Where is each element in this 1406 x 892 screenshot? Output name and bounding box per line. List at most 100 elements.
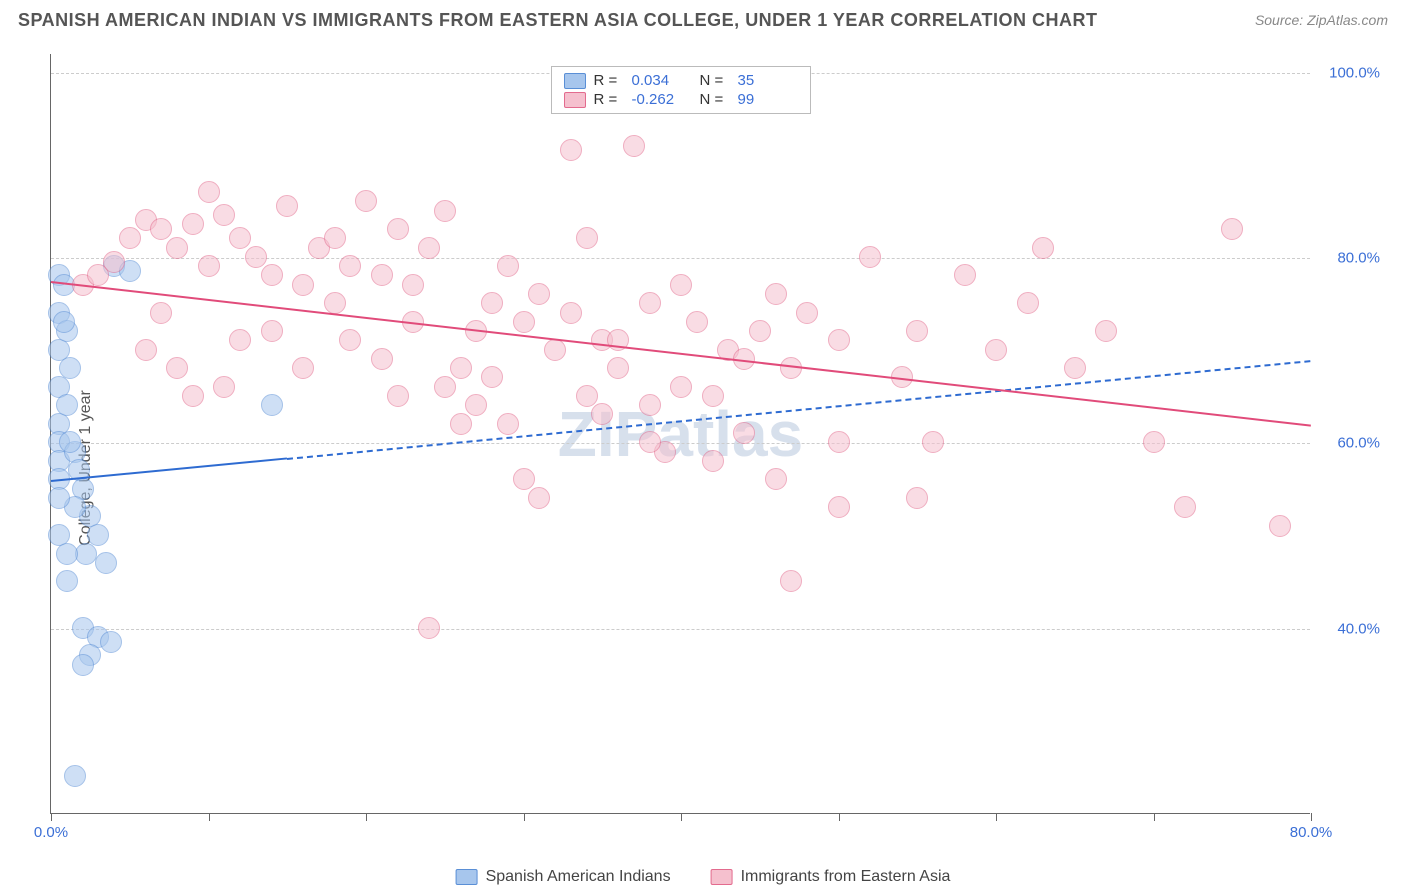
data-point (828, 496, 850, 518)
data-point (702, 385, 724, 407)
data-point (150, 218, 172, 240)
x-tick (524, 813, 525, 821)
data-point (481, 292, 503, 314)
data-point (576, 227, 598, 249)
data-point (198, 255, 220, 277)
data-point (985, 339, 1007, 361)
data-point (828, 431, 850, 453)
data-point (922, 431, 944, 453)
data-point (402, 274, 424, 296)
data-point (182, 213, 204, 235)
x-tick (681, 813, 682, 821)
legend-r-label: R = (594, 72, 624, 89)
data-point (859, 246, 881, 268)
data-point (670, 376, 692, 398)
data-point (450, 413, 472, 435)
plot-area: ZIPatlas R =0.034N =35R =-0.262N =99 40.… (50, 54, 1310, 814)
data-point (53, 311, 75, 333)
legend-series: Spanish American Indians Immigrants from … (456, 868, 951, 886)
data-point (906, 487, 928, 509)
data-point (276, 195, 298, 217)
legend-swatch (564, 92, 586, 108)
legend-r-value: -0.262 (632, 91, 692, 108)
legend-series-item: Immigrants from Eastern Asia (711, 868, 951, 886)
data-point (670, 274, 692, 296)
data-point (339, 255, 361, 277)
data-point (686, 311, 708, 333)
data-point (749, 320, 771, 342)
data-point (182, 385, 204, 407)
data-point (733, 422, 755, 444)
x-tick (51, 813, 52, 821)
source-label: Source: ZipAtlas.com (1255, 12, 1388, 28)
data-point (150, 302, 172, 324)
data-point (75, 543, 97, 565)
data-point (56, 570, 78, 592)
data-point (765, 283, 787, 305)
legend-swatch (711, 869, 733, 885)
legend-n-label: N = (700, 72, 730, 89)
data-point (1095, 320, 1117, 342)
data-point (1017, 292, 1039, 314)
x-tick (1311, 813, 1312, 821)
y-tick-label: 80.0% (1337, 249, 1380, 266)
data-point (166, 237, 188, 259)
data-point (355, 190, 377, 212)
data-point (639, 431, 661, 453)
data-point (954, 264, 976, 286)
data-point (371, 264, 393, 286)
data-point (1221, 218, 1243, 240)
data-point (796, 302, 818, 324)
legend-series-label: Spanish American Indians (486, 868, 671, 886)
data-point (639, 394, 661, 416)
data-point (245, 246, 267, 268)
data-point (387, 385, 409, 407)
legend-r-label: R = (594, 91, 624, 108)
data-point (560, 139, 582, 161)
gridline (51, 258, 1310, 259)
trend-line (51, 281, 1311, 427)
data-point (229, 329, 251, 351)
data-point (418, 237, 440, 259)
data-point (1174, 496, 1196, 518)
data-point (135, 339, 157, 361)
legend-n-value: 35 (738, 72, 798, 89)
x-tick-label: 80.0% (1290, 824, 1333, 841)
data-point (213, 376, 235, 398)
data-point (513, 311, 535, 333)
data-point (497, 255, 519, 277)
data-point (702, 450, 724, 472)
x-tick (839, 813, 840, 821)
data-point (87, 524, 109, 546)
data-point (418, 617, 440, 639)
data-point (72, 654, 94, 676)
data-point (119, 227, 141, 249)
x-tick (209, 813, 210, 821)
legend-n-label: N = (700, 91, 730, 108)
data-point (261, 264, 283, 286)
data-point (465, 394, 487, 416)
data-point (324, 227, 346, 249)
data-point (513, 468, 535, 490)
data-point (371, 348, 393, 370)
data-point (95, 552, 117, 574)
data-point (639, 292, 661, 314)
data-point (103, 251, 125, 273)
gridline (51, 443, 1310, 444)
data-point (64, 765, 86, 787)
data-point (607, 357, 629, 379)
data-point (292, 357, 314, 379)
legend-n-value: 99 (738, 91, 798, 108)
data-point (56, 394, 78, 416)
legend-series-item: Spanish American Indians (456, 868, 671, 886)
data-point (450, 357, 472, 379)
data-point (59, 431, 81, 453)
data-point (528, 487, 550, 509)
data-point (100, 631, 122, 653)
chart-container: College, Under 1 year ZIPatlas R =0.034N… (0, 44, 1406, 892)
data-point (434, 376, 456, 398)
legend-swatch (564, 73, 586, 89)
data-point (387, 218, 409, 240)
data-point (1269, 515, 1291, 537)
data-point (497, 413, 519, 435)
